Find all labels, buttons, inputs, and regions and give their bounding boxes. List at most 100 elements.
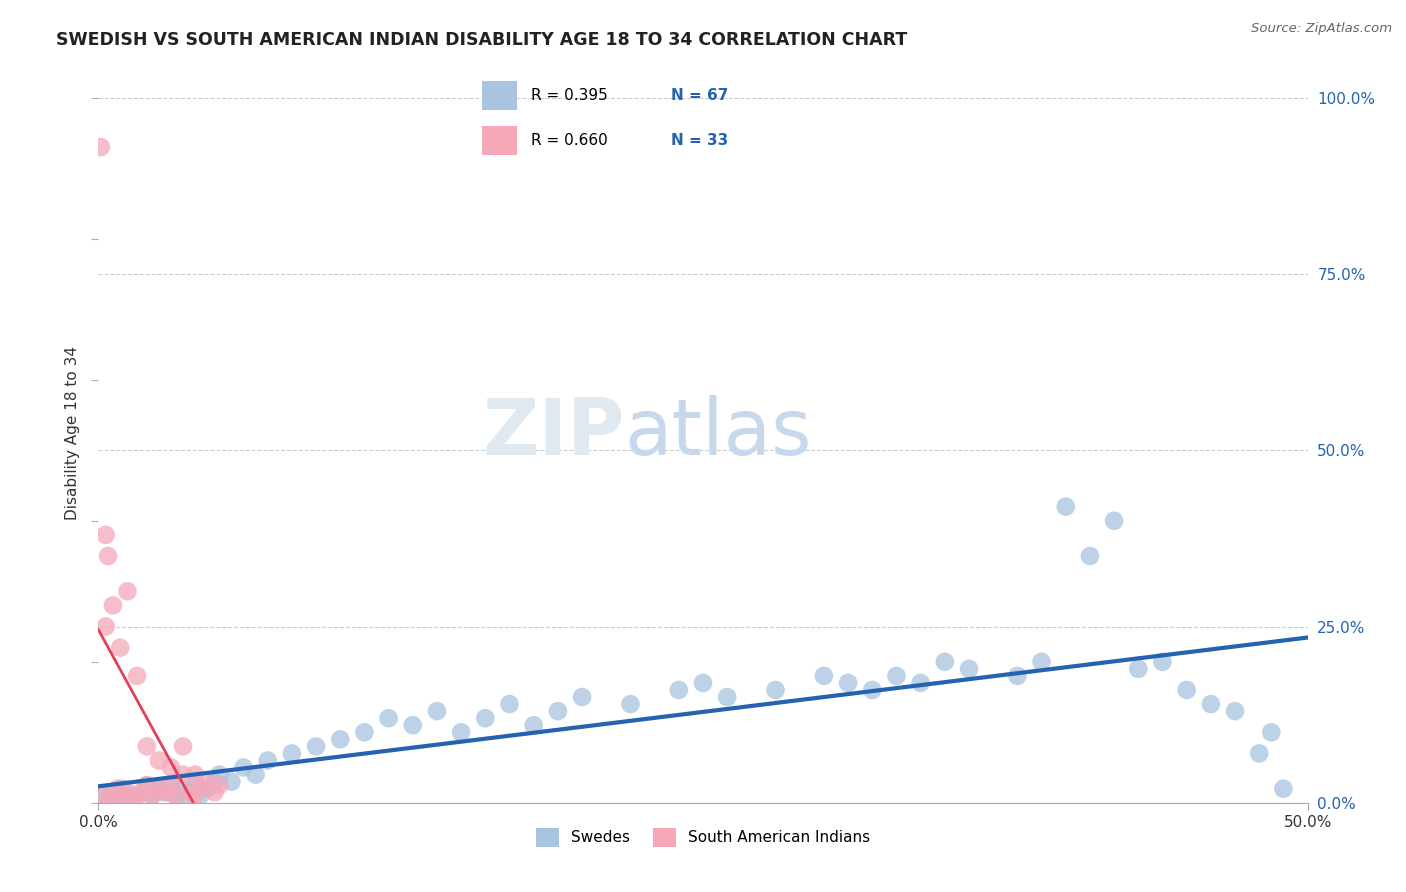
Point	[97, 549, 120, 563]
Point	[108, 640, 131, 655]
Point	[90, 140, 112, 154]
Point	[1078, 549, 1101, 563]
Point	[148, 785, 170, 799]
Point	[1102, 514, 1125, 528]
Point	[94, 619, 117, 633]
Point	[135, 778, 157, 792]
Point	[155, 785, 177, 799]
Point	[208, 767, 231, 781]
Point	[1152, 655, 1174, 669]
Point	[160, 778, 183, 792]
Point	[1128, 662, 1150, 676]
Point	[245, 767, 267, 781]
Point	[135, 739, 157, 754]
Point	[184, 778, 207, 792]
Point	[1223, 704, 1246, 718]
Point	[195, 774, 218, 789]
Point	[523, 718, 546, 732]
Point	[135, 778, 157, 792]
Point	[813, 669, 835, 683]
Point	[353, 725, 375, 739]
Point	[1272, 781, 1295, 796]
Point	[148, 781, 170, 796]
Point	[97, 792, 120, 806]
Point	[1007, 669, 1029, 683]
Point	[117, 789, 139, 803]
Point	[124, 792, 146, 806]
Point	[837, 676, 859, 690]
Point	[1031, 655, 1053, 669]
Point	[1260, 725, 1282, 739]
Point	[172, 767, 194, 781]
Y-axis label: Disability Age 18 to 34: Disability Age 18 to 34	[65, 345, 80, 520]
Point	[910, 676, 932, 690]
Text: Source: ZipAtlas.com: Source: ZipAtlas.com	[1251, 22, 1392, 36]
Point	[148, 754, 170, 768]
Point	[172, 781, 194, 796]
Point	[165, 789, 187, 803]
Point	[716, 690, 738, 704]
Point	[172, 792, 194, 806]
Point	[100, 792, 122, 806]
Point	[160, 760, 183, 774]
Point	[165, 789, 187, 803]
Point	[692, 676, 714, 690]
Point	[148, 781, 170, 796]
Point	[204, 785, 226, 799]
Text: ZIP: ZIP	[482, 394, 624, 471]
Legend: Swedes, South American Indians: Swedes, South American Indians	[529, 821, 877, 855]
Point	[232, 760, 254, 774]
Point	[957, 662, 980, 676]
Point	[127, 669, 149, 683]
Point	[204, 774, 226, 789]
Point	[1249, 747, 1271, 761]
Point	[117, 584, 139, 599]
Point	[100, 792, 122, 806]
Point	[221, 774, 243, 789]
Point	[498, 697, 520, 711]
Point	[934, 655, 956, 669]
Point	[547, 704, 569, 718]
Point	[184, 789, 207, 803]
Point	[188, 781, 211, 796]
Point	[450, 725, 472, 739]
Point	[111, 781, 134, 796]
Point	[281, 747, 304, 761]
Point	[377, 711, 399, 725]
Point	[111, 789, 134, 803]
Point	[305, 739, 328, 754]
Point	[256, 754, 278, 768]
Point	[124, 789, 146, 803]
Point	[131, 785, 153, 799]
Point	[402, 718, 425, 732]
Point	[179, 785, 201, 799]
Point	[886, 669, 908, 683]
Point	[107, 781, 129, 796]
Point	[160, 778, 183, 792]
Point	[155, 785, 177, 799]
Point	[107, 790, 129, 805]
Point	[91, 789, 114, 803]
Point	[172, 739, 194, 754]
Point	[141, 789, 163, 803]
Point	[474, 711, 496, 725]
Point	[91, 789, 114, 803]
Point	[619, 697, 641, 711]
Point	[184, 767, 207, 781]
Point	[668, 683, 690, 698]
Point	[101, 785, 124, 799]
Point	[94, 528, 117, 542]
Point	[188, 789, 211, 803]
Point	[1054, 500, 1077, 514]
Text: SWEDISH VS SOUTH AMERICAN INDIAN DISABILITY AGE 18 TO 34 CORRELATION CHART: SWEDISH VS SOUTH AMERICAN INDIAN DISABIL…	[56, 31, 907, 49]
Point	[860, 683, 883, 698]
Point	[1199, 697, 1222, 711]
Point	[117, 785, 139, 799]
Point	[571, 690, 593, 704]
Point	[179, 785, 201, 799]
Point	[765, 683, 787, 698]
Point	[1175, 683, 1198, 698]
Point	[124, 792, 146, 806]
Point	[195, 781, 218, 796]
Text: atlas: atlas	[624, 394, 811, 471]
